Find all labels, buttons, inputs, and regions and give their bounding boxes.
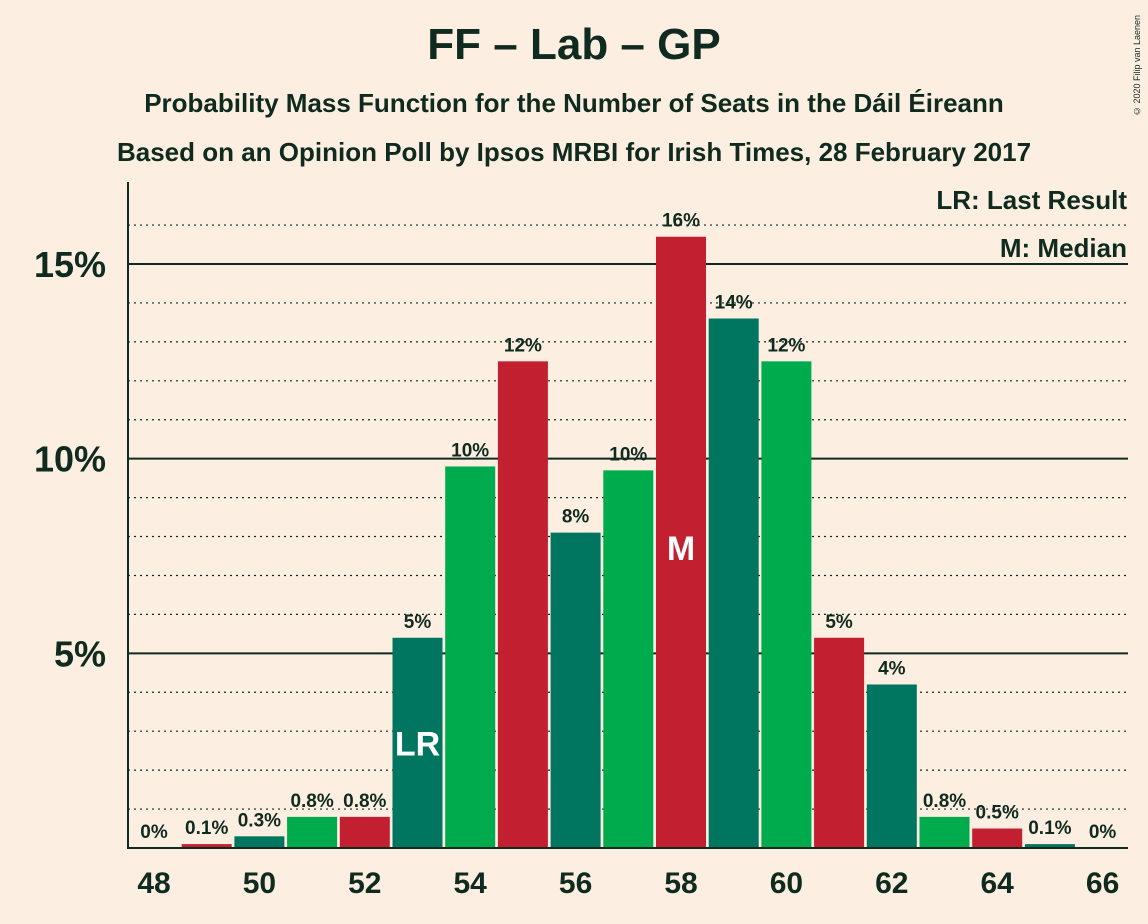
- legend-median: M: Median: [1000, 233, 1127, 263]
- bar: [972, 828, 1023, 848]
- x-tick-label: 48: [137, 867, 170, 900]
- x-tick-label: 60: [770, 867, 803, 900]
- bar: [339, 816, 390, 848]
- x-tick-label: 54: [454, 867, 488, 900]
- bar: [919, 816, 970, 848]
- chart-subtitle-1: Probability Mass Function for the Number…: [144, 88, 1004, 118]
- chart-title: FF – Lab – GP: [427, 20, 721, 69]
- bar: [392, 637, 443, 848]
- chart-subtitle-2: Based on an Opinion Poll by Ipsos MRBI f…: [116, 137, 1032, 167]
- x-tick-label: 50: [243, 867, 276, 900]
- bar: [550, 532, 601, 848]
- legend-last-result: LR: Last Result: [936, 185, 1127, 215]
- bar-value-label: 0.1%: [185, 818, 228, 839]
- bar-value-label: 10%: [609, 444, 647, 465]
- bar-value-label: 14%: [715, 293, 753, 314]
- bars: 0% 0.1% 0.3% 0.8% 0.8% 5% 10% 12% 8% 10% 16% 14% 12%…: [140, 211, 1116, 848]
- bar-value-label: 10%: [451, 440, 489, 461]
- legend: LR: Last Result M: Median: [936, 185, 1127, 263]
- axes: 5% 10% 15% 48 50 52 54 56 58 60 62 64 66: [34, 182, 1128, 900]
- x-tick-label: 66: [1086, 867, 1119, 900]
- bar-value-label: 0.8%: [923, 791, 966, 812]
- bar-value-label: 0.8%: [290, 791, 333, 812]
- bar-value-label: 12%: [504, 335, 542, 356]
- y-tick-label: 15%: [34, 244, 106, 285]
- x-tick-label: 52: [348, 867, 381, 900]
- median-marker: M: [667, 530, 695, 568]
- bar: [866, 684, 917, 848]
- x-tick-label: 64: [981, 867, 1015, 900]
- bar: [181, 844, 232, 848]
- bar-value-label: 5%: [404, 612, 432, 633]
- bar: [234, 836, 285, 848]
- bar-value-label: 0.1%: [1028, 818, 1071, 839]
- y-tick-label: 10%: [34, 439, 106, 480]
- bar-value-label: 16%: [662, 211, 700, 232]
- bar-value-label: 0%: [1089, 822, 1117, 843]
- bar: [656, 236, 706, 848]
- bar: [1024, 844, 1075, 848]
- y-tick-label: 5%: [54, 633, 106, 674]
- bar-value-label: 0%: [140, 822, 168, 843]
- bar-value-label: 0.3%: [238, 810, 281, 831]
- x-tick-label: 56: [559, 867, 592, 900]
- bar: [708, 318, 759, 848]
- bar: [497, 361, 548, 848]
- last-result-marker: LR: [395, 725, 440, 763]
- x-tick-label: 62: [875, 867, 908, 900]
- bar-value-label: 8%: [562, 507, 590, 528]
- bar-value-label: 4%: [878, 658, 906, 679]
- bar-value-label: 12%: [767, 335, 805, 356]
- bar-value-label: 0.5%: [976, 803, 1019, 824]
- bar: [761, 361, 812, 848]
- bar: [445, 466, 496, 848]
- bar: [603, 470, 654, 848]
- bar-value-label: 0.8%: [343, 791, 386, 812]
- bar-value-label: 5%: [825, 612, 853, 633]
- bar: [814, 637, 865, 848]
- x-tick-label: 58: [664, 867, 697, 900]
- bar: [287, 816, 338, 848]
